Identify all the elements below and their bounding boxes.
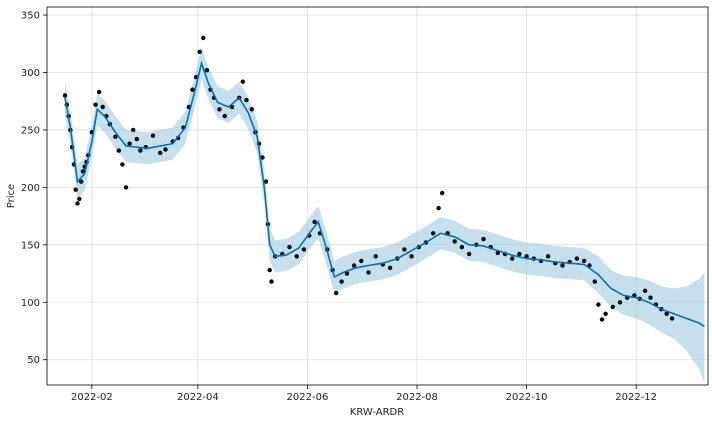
observed-point xyxy=(402,247,407,252)
observed-point xyxy=(158,150,163,156)
observed-point xyxy=(466,251,472,257)
y-axis: 50 100 150 200 250 300 350 xyxy=(21,11,47,366)
observed-point xyxy=(116,148,122,153)
observed-point xyxy=(77,196,82,202)
observed-point xyxy=(560,263,565,268)
observed-point xyxy=(592,279,597,284)
observed-point xyxy=(131,127,136,133)
observed-point xyxy=(267,267,272,273)
observed-point xyxy=(510,256,515,261)
y-tick-label: 350 xyxy=(21,11,40,22)
x-tick-label: 2022-12 xyxy=(615,392,657,403)
observed-point xyxy=(664,311,669,316)
observed-point xyxy=(222,113,227,119)
observed-point xyxy=(201,35,206,41)
observed-point xyxy=(260,155,265,160)
observed-point xyxy=(596,302,601,307)
y-tick-label: 50 xyxy=(27,355,40,366)
observed-point xyxy=(481,236,486,242)
observed-point xyxy=(359,258,364,264)
observed-point xyxy=(431,231,436,236)
observed-point xyxy=(80,169,86,174)
observed-point xyxy=(603,311,608,316)
observed-point xyxy=(150,133,156,138)
observed-point xyxy=(249,107,254,112)
observed-point xyxy=(669,316,675,321)
observed-point xyxy=(436,205,441,211)
x-tick-label: 2022-10 xyxy=(506,392,548,403)
x-axis: 2022-02 2022-04 2022-06 2022-08 2022-10 2022-… xyxy=(71,385,657,403)
observed-point xyxy=(581,258,587,264)
observed-point xyxy=(240,79,245,84)
observed-point xyxy=(204,68,210,73)
observed-point xyxy=(120,162,125,167)
observed-point xyxy=(610,304,615,310)
observed-point xyxy=(517,251,522,257)
observed-point xyxy=(545,254,551,259)
y-tick-label: 300 xyxy=(21,68,40,79)
observed-point xyxy=(617,300,623,305)
y-axis-label: Price xyxy=(6,184,17,208)
observed-point xyxy=(123,185,129,190)
observed-point xyxy=(134,136,139,142)
observed-point xyxy=(440,190,445,196)
observed-point xyxy=(217,107,222,112)
observed-point xyxy=(263,179,269,184)
observed-point xyxy=(574,256,580,261)
observed-point xyxy=(197,49,202,54)
observed-point xyxy=(524,254,529,259)
observed-point xyxy=(244,97,249,103)
y-tick-label: 200 xyxy=(21,183,40,194)
observed-point xyxy=(62,93,68,98)
observed-point xyxy=(351,263,357,268)
forecast-path xyxy=(64,60,705,328)
observed-point xyxy=(312,219,317,225)
y-tick-label: 250 xyxy=(21,125,40,136)
observed-point xyxy=(113,134,118,139)
observed-point xyxy=(301,247,307,252)
observed-point xyxy=(409,254,414,259)
observed-point xyxy=(93,102,98,107)
observed-point xyxy=(78,179,84,184)
forecast-line xyxy=(64,60,705,328)
observed-point xyxy=(127,141,132,146)
observed-point xyxy=(269,279,274,284)
observed-point xyxy=(344,271,350,276)
x-tick-label: 2022-04 xyxy=(177,392,219,403)
observed-point xyxy=(73,187,78,192)
observed-point xyxy=(96,89,102,95)
observed-point xyxy=(190,87,195,92)
observed-point xyxy=(648,295,653,300)
x-tick-label: 2022-08 xyxy=(396,392,438,403)
y-tick-label: 150 xyxy=(21,240,40,251)
observed-point xyxy=(459,244,465,250)
y-tick-label: 100 xyxy=(21,298,40,309)
observed-point xyxy=(287,244,292,250)
observed-point xyxy=(294,254,299,259)
plot-frame xyxy=(46,6,709,386)
observed-point xyxy=(373,254,378,259)
observed-point xyxy=(599,317,605,322)
observed-point xyxy=(642,288,648,293)
observed-point xyxy=(339,279,344,284)
observed-point xyxy=(163,147,168,152)
plot-area xyxy=(47,7,708,385)
observed-point xyxy=(452,239,457,244)
observed-point xyxy=(366,270,371,275)
x-axis-label: KRW-ARDR xyxy=(350,407,404,418)
observed-point xyxy=(387,265,393,270)
observed-point xyxy=(138,148,143,153)
observed-point xyxy=(495,250,500,256)
observed-point xyxy=(75,201,80,206)
grid-lines xyxy=(47,7,708,385)
x-tick-label: 2022-06 xyxy=(287,392,329,403)
observed-point xyxy=(334,290,339,296)
observed-point xyxy=(100,104,105,110)
x-tick-label: 2022-02 xyxy=(71,392,113,403)
